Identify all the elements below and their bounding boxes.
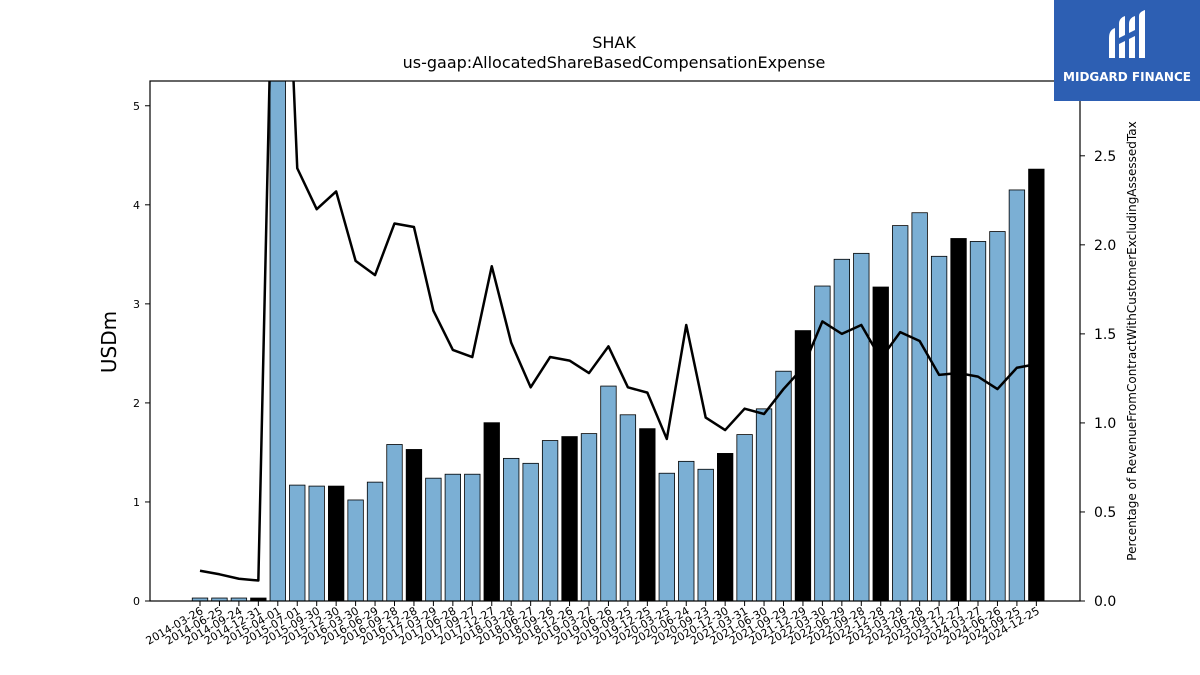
bar — [541, 440, 559, 601]
bar — [950, 238, 967, 601]
y-tick-label: 3 — [133, 298, 140, 311]
bar — [736, 434, 753, 601]
bar — [639, 428, 656, 601]
bar — [872, 286, 889, 601]
bar — [444, 473, 462, 601]
bar — [425, 477, 442, 601]
line-path — [199, 81, 1037, 582]
bar — [250, 597, 267, 601]
bar — [717, 453, 734, 601]
brand-name: MIDGARD FINANCE — [1063, 70, 1191, 84]
bar — [989, 231, 1006, 601]
bar — [814, 285, 831, 601]
bar — [969, 241, 987, 601]
bar — [503, 457, 520, 601]
bar — [230, 597, 248, 601]
bar — [211, 597, 228, 601]
y-tick-label: 5 — [133, 100, 140, 113]
bar — [522, 462, 539, 601]
midgard-logo-icon — [1109, 10, 1145, 58]
bar — [678, 460, 695, 601]
bar — [483, 422, 500, 601]
bar — [1028, 168, 1045, 601]
bar — [366, 481, 384, 601]
y-tick-label: 2 — [133, 397, 140, 410]
bar — [697, 468, 714, 601]
line-series — [199, 81, 1037, 582]
y-tick-label: 1 — [133, 496, 140, 509]
bar — [464, 473, 481, 601]
bar — [600, 385, 617, 601]
y2-tick-label: 1.5 — [1094, 327, 1116, 343]
bar — [833, 258, 850, 601]
x-tick-labels: 2014-03-262014-06-252014-09-242014-12-31… — [144, 601, 1042, 648]
y-tick-label: 0 — [133, 595, 140, 608]
y2-axis-label: Percentage of RevenueFromContractWithCus… — [1125, 121, 1139, 560]
bar — [580, 433, 598, 601]
bar — [405, 449, 423, 601]
bar — [308, 485, 325, 601]
bar — [775, 370, 792, 601]
bar — [755, 408, 773, 601]
y2-tick-label: 0.5 — [1094, 505, 1116, 521]
y2-tick-label: 2.5 — [1094, 149, 1116, 165]
bar — [561, 436, 578, 601]
axes: 0 1 2 3 4 5 0.0 0.5 1.0 1.5 2.0 2.5 — [133, 80, 1116, 610]
bar — [386, 444, 403, 601]
bar — [619, 414, 637, 601]
bar — [794, 330, 812, 601]
bar-series — [191, 81, 1045, 601]
bar — [911, 212, 928, 601]
y2-tick-label: 0.0 — [1094, 594, 1116, 610]
bar — [191, 597, 209, 601]
chart-title: SHAK — [592, 33, 636, 52]
y-tick-label: 4 — [133, 199, 140, 212]
bar — [892, 225, 909, 601]
plot-frame — [149, 80, 1081, 602]
bar — [853, 252, 870, 601]
bar — [1008, 189, 1026, 601]
chart-subtitle: us-gaap:AllocatedShareBasedCompensationE… — [403, 53, 826, 72]
brand-logo: MIDGARD FINANCE — [1054, 0, 1200, 101]
y-axis-label: USDm — [97, 311, 121, 373]
bar — [269, 81, 286, 601]
bar — [930, 255, 948, 601]
bar — [327, 485, 345, 601]
bar — [289, 484, 306, 601]
bar — [347, 499, 364, 601]
bar — [658, 472, 675, 601]
y2-tick-label: 2.0 — [1094, 238, 1116, 254]
y2-tick-label: 1.0 — [1094, 416, 1116, 432]
